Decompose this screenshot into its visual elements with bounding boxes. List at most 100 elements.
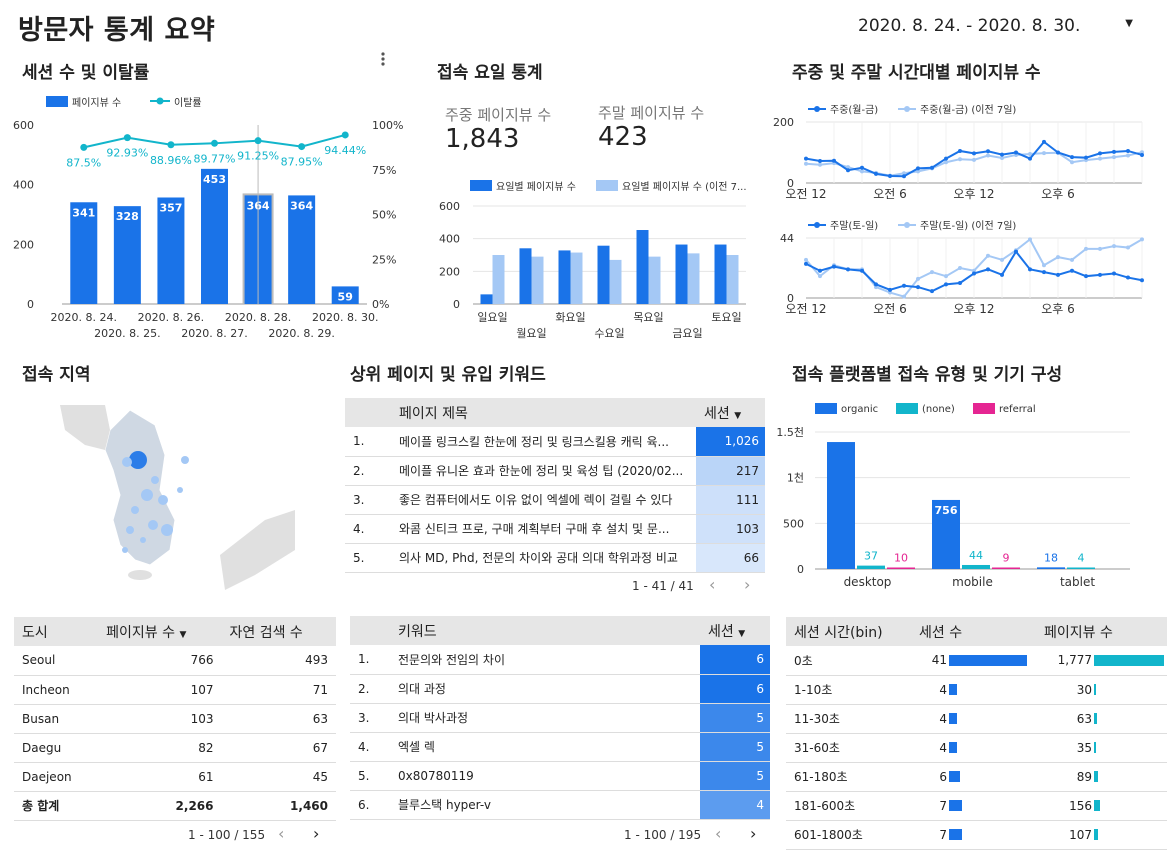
total-cell: 총 합계 [14,791,99,821]
row-value: 1,026 [724,434,759,449]
series-point [832,158,836,163]
series-point [1014,150,1018,155]
series-point [1000,272,1004,277]
sessions-chart: 페이지뷰 수 이탈률 0 200 400 600 0% 25% 50% 75% 100% 341 202… [13,96,403,340]
sessions-cell: 4 [911,704,1036,734]
prev-page-icon[interactable]: ‹ [278,824,285,843]
bounce-point [298,143,306,151]
pageviews-cell: 103 [98,704,222,734]
bar [887,567,915,569]
sessions-bar [949,742,957,753]
prev-page-icon[interactable]: ‹ [715,824,722,843]
series-point [818,268,822,273]
col-city[interactable]: 도시 [14,617,99,646]
prev-page-icon[interactable]: ‹ [709,575,716,594]
y2-tick-label: 25% [372,253,396,266]
region-table: 도시 페이지뷰 수 ▼ 자연 검색 수 Seoul 766 493 Incheon 10… [14,617,336,821]
col-pageviews[interactable]: 페이지뷰 수 ▼ [98,617,222,646]
series-point [1000,257,1004,262]
bar [992,567,1020,569]
series-point [1000,155,1004,160]
series-point [1126,245,1130,250]
legend-marker [814,106,820,112]
y-tick-label: 600 [439,200,460,213]
bounce-point [123,134,131,142]
series-point [818,162,822,167]
pageviews-bar [1094,684,1096,695]
keywords-pager-text: 1 - 100 / 195 [624,828,702,842]
row-value-cell: 6 [700,645,770,675]
bar-prev [492,255,505,304]
sessions-cell: 4 [911,675,1036,705]
series-point [818,274,822,279]
row-value-cell: 217 [696,456,765,486]
col-duration-pageviews[interactable]: 페이지뷰 수 [1036,617,1167,646]
series-point [1042,151,1046,156]
table-row: Daejeon 61 45 [14,762,336,792]
y-tick-label: 400 [439,233,460,246]
col-duration-bin[interactable]: 세션 시간(bin) [786,617,911,646]
table-row: 5. 의사 MD, Phd, 전문의 차이와 공대 의대 학위과정 비교 66 [345,543,765,573]
next-page-icon[interactable]: › [750,824,757,843]
col-sessions[interactable]: 세션 ▼ [700,616,770,645]
y-tick-label: 500 [783,517,804,530]
vertical-dots-icon[interactable] [376,50,390,70]
pageviews-wrap: 89 [1036,763,1167,791]
row-value: 4 [756,797,764,812]
series-point [972,151,976,156]
series-point [1014,249,1018,254]
city-cell: Daejeon [14,762,99,792]
pageviews-cell: 82 [98,733,222,763]
sessions-title: 세션 수 및 이탈률 [22,63,150,83]
next-page-icon[interactable]: › [313,824,320,843]
sessions-wrap: 7 [911,821,1036,849]
date-range-picker[interactable]: 2020. 8. 24. - 2020. 8. 30. ▼ [858,16,1133,42]
y-tick-label: 200 [439,265,460,278]
korea-map[interactable] [55,400,295,590]
col-page-title[interactable]: 페이지 제목 [391,398,696,427]
bar-value-label: 59 [338,290,353,303]
pageviews-cell: 107 [1036,820,1167,850]
organic-cell: 71 [221,675,336,705]
bar [675,244,688,304]
series-point [846,165,850,170]
series-point [1098,272,1102,277]
series-point [958,157,962,162]
col-organic[interactable]: 자연 검색 수 [221,617,336,646]
weekend-kpi-label: 주말 페이지뷰 수 [598,104,705,122]
row-value-cell: 5 [700,732,770,762]
row-title: 좋은 컴퓨터에서도 이유 없이 엑셀에 렉이 걸릴 수 있다 [391,485,696,515]
x-tick-label: 토요일 [711,310,741,324]
series-point [1056,150,1060,155]
bar-prev [726,255,739,304]
x-tick-label: 화요일 [555,310,585,324]
pageviews-wrap: 1,777 [1036,646,1167,674]
sessions-value: 41 [931,653,947,668]
bar [714,244,727,304]
sessions-value: 7 [939,827,947,842]
table-row: 1-10초 4 30 [786,675,1167,705]
series-point [1028,267,1032,272]
legend-label: (none) [922,404,955,415]
series-point [944,160,948,165]
col-keyword[interactable]: 키워드 [390,616,700,645]
row-index: 1. [345,427,391,457]
row-index: 1. [350,645,390,675]
date-range-text: 2020. 8. 24. - 2020. 8. 30. [858,16,1081,36]
bar-value-label: 37 [864,550,878,563]
legend-marker [814,222,820,228]
col-sessions[interactable]: 세션 ▼ [696,398,765,427]
table-row: 0초 41 1,777 [786,646,1167,676]
col-duration-sessions[interactable]: 세션 수 [911,617,1036,646]
next-page-icon[interactable]: › [744,575,751,594]
y-tick-label: 1천 [787,471,804,485]
bar [113,206,141,304]
row-index: 4. [350,732,390,762]
sort-desc-icon: ▼ [738,628,746,639]
x-tick-label: 오전 6 [873,302,907,316]
region-pager-text: 1 - 100 / 155 [188,828,266,842]
bar-value-label: 756 [935,504,958,517]
legend-label: 요일별 페이지뷰 수 (이전 7... [622,181,747,193]
y-tick-label: 44 [780,232,794,245]
series-point [1112,271,1116,276]
